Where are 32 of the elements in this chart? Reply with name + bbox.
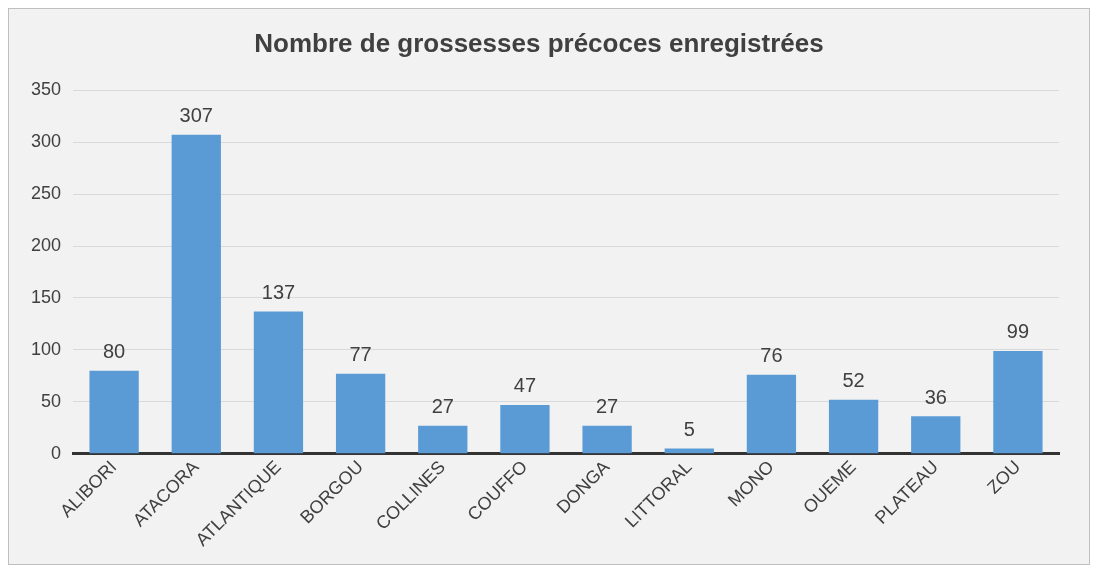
bar [993,350,1043,454]
data-label: 307 [179,104,213,127]
bar [89,370,139,454]
data-label: 36 [924,385,947,408]
y-tick-label: 0 [51,442,62,463]
y-tick-label: 200 [30,234,62,255]
data-label: 77 [349,343,372,366]
bar [582,425,632,454]
y-tick-label: 250 [30,183,62,204]
bar [418,425,468,454]
data-label: 27 [431,395,454,418]
bar [171,134,221,454]
bar [335,373,386,454]
bar [746,374,797,454]
y-tick-label: 300 [30,131,62,152]
data-label: 137 [261,280,296,303]
data-label: 52 [842,369,865,392]
data-label: 76 [760,344,783,367]
y-tick-label: 150 [30,286,62,307]
bar [828,399,879,454]
data-label: 99 [1006,320,1030,343]
data-label: 47 [513,374,537,397]
bar [911,416,961,454]
bar [253,311,304,454]
y-tick-label: 350 [30,79,62,100]
y-tick-label: 50 [41,390,62,411]
data-label: 80 [102,340,126,363]
chart-title: Nombre de grossesses précoces enregistrées [254,27,824,58]
bar [500,404,550,454]
y-tick-label: 100 [30,338,62,359]
data-label: 27 [595,395,619,418]
data-label: 5 [683,418,695,441]
